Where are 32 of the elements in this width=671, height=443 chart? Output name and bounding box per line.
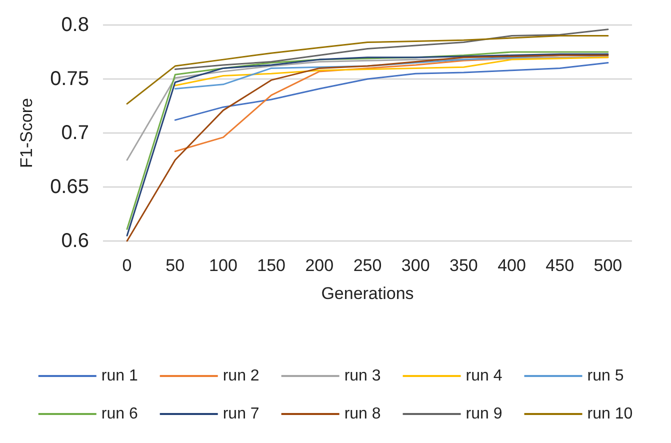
x-tick-label: 500 xyxy=(594,256,622,275)
legend-label: run 1 xyxy=(101,368,138,384)
y-tick-label: 0.8 xyxy=(61,14,89,36)
legend-label: run 6 xyxy=(101,406,138,422)
legend-label: run 9 xyxy=(466,406,502,422)
legend-label: run 3 xyxy=(344,368,381,384)
x-tick-label: 150 xyxy=(257,256,286,275)
x-tick-label: 50 xyxy=(166,256,185,275)
x-tick-label: 0 xyxy=(122,256,132,275)
y-tick-label: 0.7 xyxy=(61,122,89,144)
legend-label: run 2 xyxy=(222,368,260,384)
line-series xyxy=(174,62,609,121)
x-tick-label: 350 xyxy=(449,256,478,275)
x-tick-label: 200 xyxy=(305,256,334,275)
line-series xyxy=(126,35,609,105)
line-series xyxy=(126,56,609,161)
legend-label: run 5 xyxy=(587,368,624,384)
y-tick-label: 0.65 xyxy=(50,176,89,198)
x-tick-label: 450 xyxy=(546,256,574,275)
x-tick-label: 300 xyxy=(401,256,430,275)
legend-label: run 10 xyxy=(587,406,633,422)
x-tick-label: 400 xyxy=(498,256,526,275)
legend-label: run 4 xyxy=(466,368,502,384)
x-axis-title: Generations xyxy=(321,284,414,303)
y-tick-label: 0.6 xyxy=(61,230,89,252)
y-tick-label: 0.75 xyxy=(50,68,89,90)
x-tick-label: 100 xyxy=(209,256,238,275)
line-series xyxy=(174,28,609,70)
legend-label: run 8 xyxy=(344,406,381,422)
x-tick-label: 250 xyxy=(353,256,382,275)
legend-label: run 7 xyxy=(222,406,260,422)
y-axis-title: F1-Score xyxy=(17,98,36,168)
